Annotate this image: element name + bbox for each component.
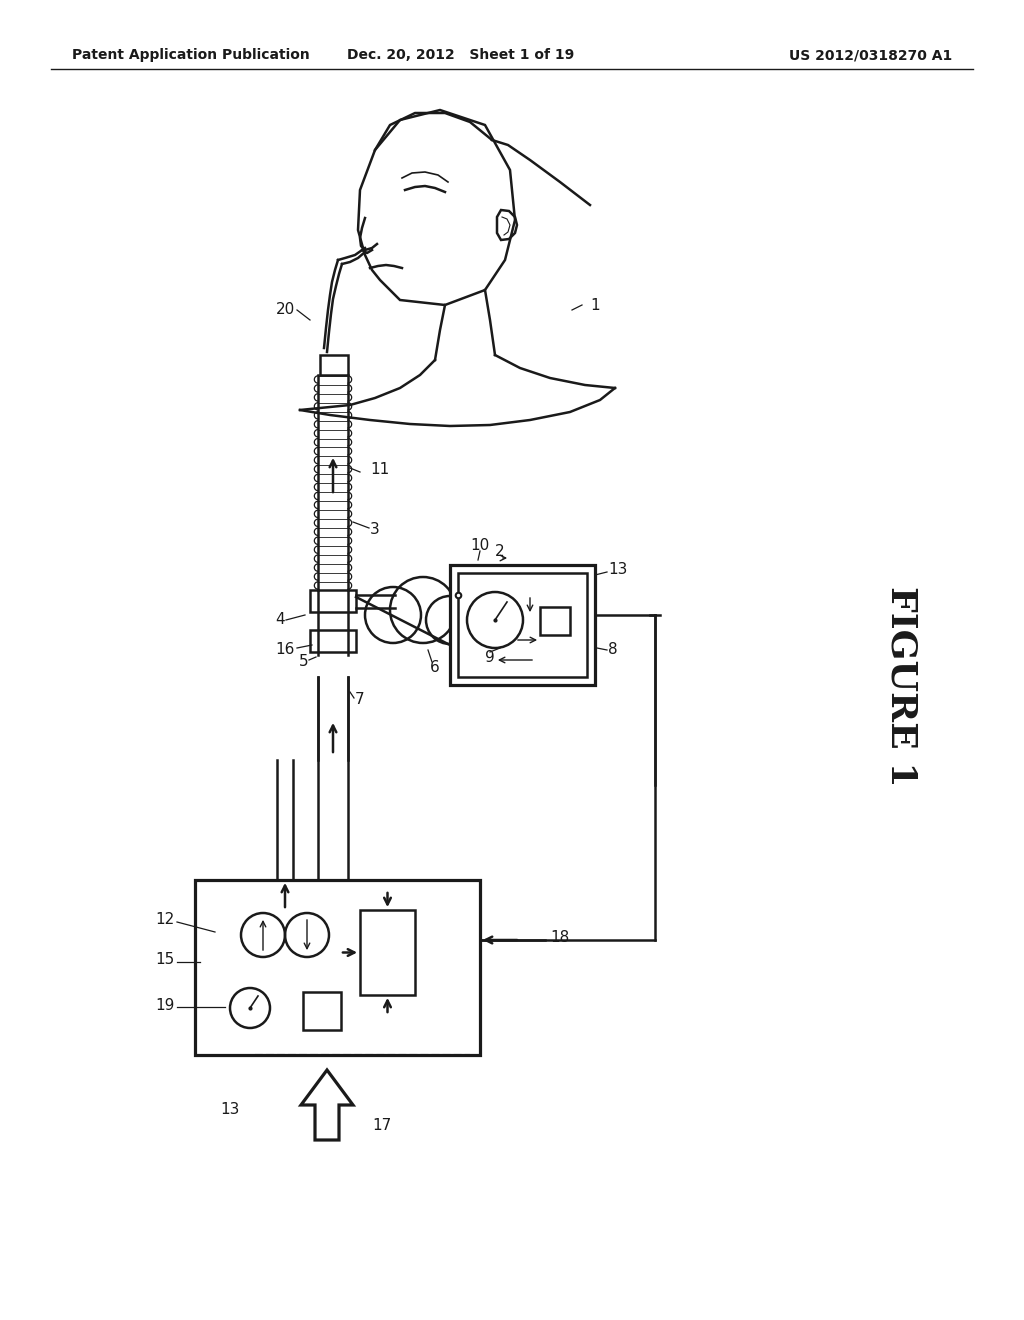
Text: 1: 1 bbox=[590, 297, 600, 313]
Text: 13: 13 bbox=[220, 1102, 240, 1118]
Text: 20: 20 bbox=[275, 302, 295, 318]
Bar bbox=[195, 880, 480, 1055]
Bar bbox=[319, 355, 348, 375]
Text: 2: 2 bbox=[496, 544, 505, 560]
Text: 9: 9 bbox=[485, 651, 495, 665]
Text: US 2012/0318270 A1: US 2012/0318270 A1 bbox=[790, 49, 952, 62]
Text: 12: 12 bbox=[156, 912, 175, 928]
Text: 19: 19 bbox=[156, 998, 175, 1012]
Text: 6: 6 bbox=[430, 660, 440, 676]
Text: 3: 3 bbox=[370, 523, 380, 537]
Bar bbox=[303, 993, 341, 1030]
Text: 16: 16 bbox=[275, 643, 295, 657]
Text: 13: 13 bbox=[608, 562, 628, 578]
Text: 18: 18 bbox=[550, 931, 569, 945]
Text: 8: 8 bbox=[608, 643, 617, 657]
Text: 10: 10 bbox=[470, 537, 489, 553]
Bar bbox=[450, 565, 595, 685]
Polygon shape bbox=[301, 1071, 353, 1140]
Text: Dec. 20, 2012   Sheet 1 of 19: Dec. 20, 2012 Sheet 1 of 19 bbox=[347, 49, 574, 62]
Text: 15: 15 bbox=[156, 953, 175, 968]
Text: 5: 5 bbox=[298, 655, 308, 669]
Bar bbox=[458, 573, 587, 677]
Text: FIGURE 1: FIGURE 1 bbox=[884, 586, 919, 787]
Bar bbox=[360, 909, 415, 995]
Text: 7: 7 bbox=[355, 693, 365, 708]
Text: Patent Application Publication: Patent Application Publication bbox=[72, 49, 309, 62]
Bar bbox=[310, 590, 356, 612]
Text: 17: 17 bbox=[372, 1118, 391, 1133]
Text: 4: 4 bbox=[275, 612, 285, 627]
Bar bbox=[540, 607, 570, 635]
Bar bbox=[310, 630, 356, 652]
Text: 11: 11 bbox=[370, 462, 389, 478]
